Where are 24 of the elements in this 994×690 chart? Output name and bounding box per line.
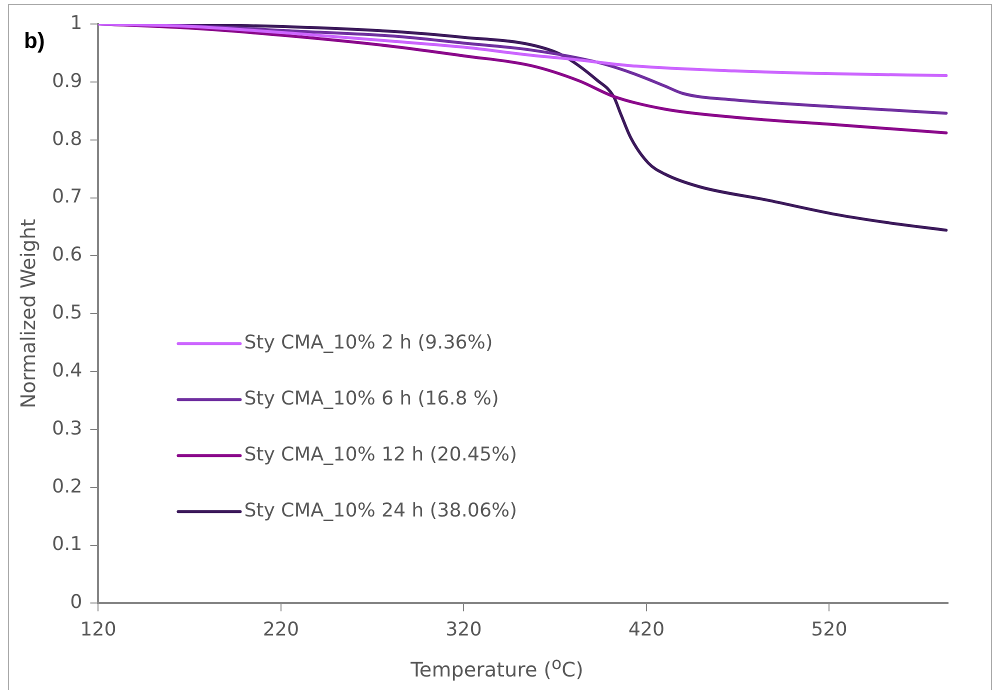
legend-label: Sty CMA_10% 6 h (16.8 %): [244, 388, 499, 410]
y-tick-label: 0.2: [52, 475, 82, 498]
y-tick-label: 0: [70, 591, 82, 614]
x-axis-title: Temperature ($^{o}$C): [410, 654, 584, 682]
legend-label: Sty CMA_10% 12 h (20.45%): [244, 444, 518, 466]
x-tick-label: 520: [811, 618, 848, 641]
x-tick-label: 320: [446, 618, 482, 641]
y-tick-label: 0.8: [52, 128, 82, 150]
line-series: [98, 24, 948, 78]
legend-label: Sty CMA_10% 24 h (38.06%): [244, 500, 518, 522]
y-tick-label: 0.6: [52, 244, 82, 266]
y-tick-label: 0.1: [52, 533, 82, 556]
y-tick-label: 0.9: [52, 70, 82, 92]
x-tick-label: 420: [628, 618, 665, 641]
x-tick-label: 220: [262, 618, 300, 641]
y-axis-title: Normalized Weight: [16, 218, 40, 408]
y-tick-label: 0.4: [52, 359, 82, 382]
y-tick-label: 1: [70, 12, 82, 34]
x-tick-label: 120: [80, 618, 116, 641]
y-tick-label: 0.7: [52, 186, 82, 208]
text: b): [24, 28, 45, 54]
legend-label: Sty CMA_10% 2 h (9.36%): [244, 332, 493, 354]
y-tick-label: 0.3: [52, 417, 82, 440]
y-tick-label: 0.5: [52, 302, 82, 324]
